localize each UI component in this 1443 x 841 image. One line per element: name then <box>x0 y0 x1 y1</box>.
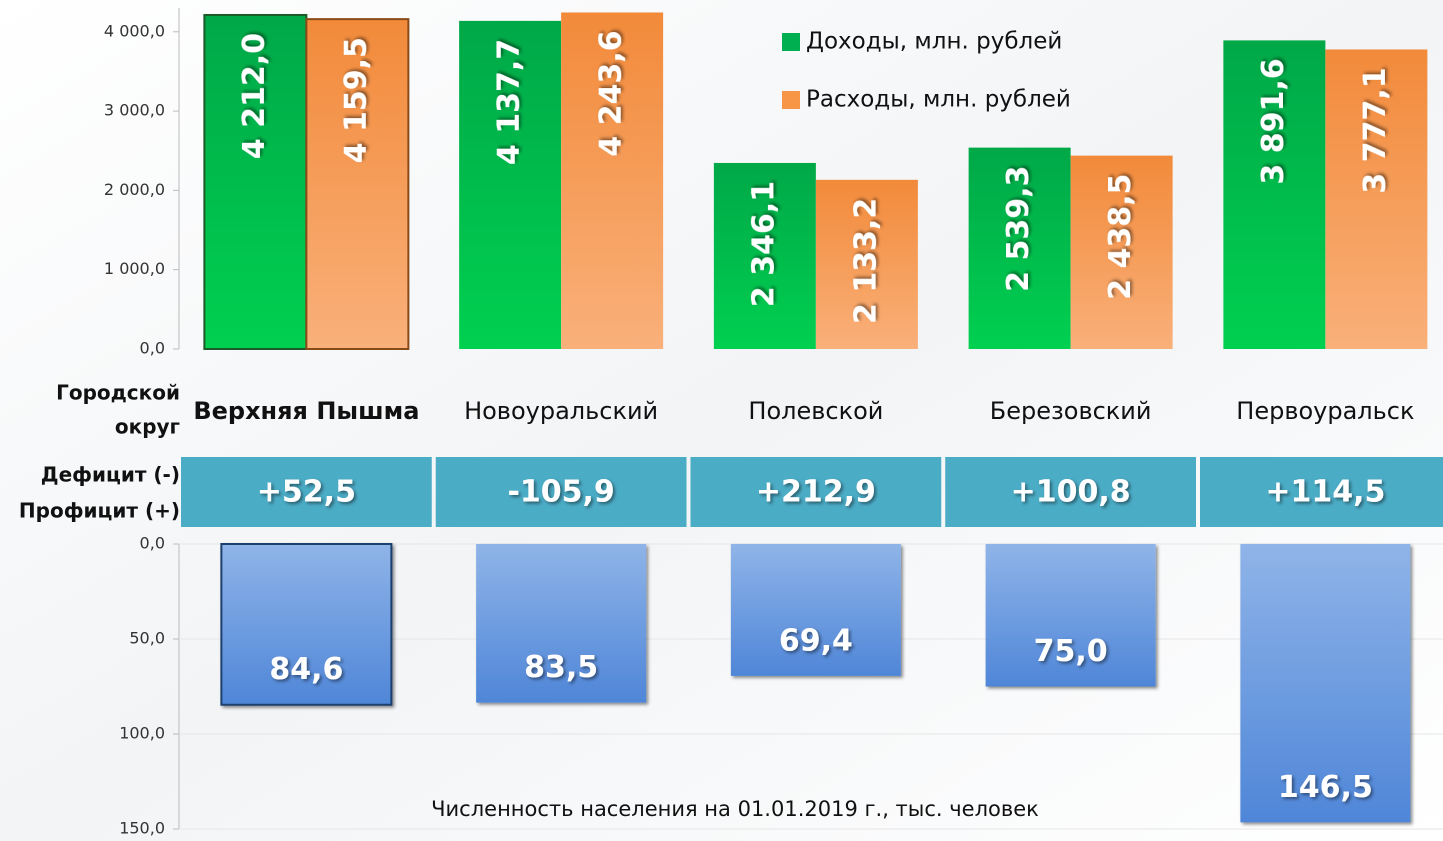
balance-cell <box>181 457 432 527</box>
legend-swatch <box>782 33 800 51</box>
data-label: 3 777,1 <box>1358 67 1393 193</box>
data-label: 4 137,7 <box>492 39 527 165</box>
data-label: 146,5 <box>1278 770 1373 805</box>
x-tick-label: Новоуральский <box>464 397 658 425</box>
data-label: 2 438,5 <box>1103 174 1138 300</box>
y-tick-label: 0,0 <box>140 534 165 553</box>
bar <box>985 544 1156 687</box>
legend-label: Расходы, млн. рублей <box>806 87 1071 113</box>
x-axis-title: округ <box>115 415 180 439</box>
bar <box>476 544 647 703</box>
data-label: 84,6 <box>269 652 343 687</box>
x-tick-label: Полевской <box>748 397 883 425</box>
x-tick-label: Первоуральск <box>1236 397 1414 425</box>
x-axis-title: Городской <box>56 381 180 405</box>
data-label: 69,4 <box>779 623 853 658</box>
y-tick-label: 1 000,0 <box>104 259 165 278</box>
balance-cell <box>1200 457 1443 527</box>
bar <box>713 162 816 349</box>
bar <box>730 544 901 676</box>
bar <box>1070 155 1173 349</box>
y-tick-label: 150,0 <box>119 819 165 838</box>
data-label: 2 133,2 <box>848 198 883 324</box>
balance-label: -105,9 <box>507 475 614 510</box>
data-label: 3 891,6 <box>1256 58 1291 184</box>
chart-title: Численность населения на 01.01.2019 г., … <box>431 797 1039 821</box>
y-tick-label: 100,0 <box>119 724 165 743</box>
y-tick-label: 50,0 <box>129 629 165 648</box>
x-tick-label: Березовский <box>990 397 1152 425</box>
bar <box>1325 49 1428 349</box>
balance-label: +114,5 <box>1265 475 1385 510</box>
bar <box>459 20 562 350</box>
data-label: 75,0 <box>1034 634 1108 669</box>
bar <box>968 147 1071 349</box>
legend-swatch <box>782 91 800 109</box>
data-label: 2 346,1 <box>746 181 781 307</box>
balance-title: Дефицит (-) <box>41 463 180 487</box>
balance-label: +52,5 <box>257 475 356 510</box>
data-label: 83,5 <box>524 650 598 685</box>
balance-cell <box>435 457 687 527</box>
bar <box>1240 544 1411 823</box>
balance-label: +212,9 <box>756 475 876 510</box>
x-tick-label: Верхняя Пышма <box>193 397 419 425</box>
bar <box>815 179 918 349</box>
legend-label: Доходы, млн. рублей <box>806 29 1062 55</box>
data-label: 4 243,6 <box>594 30 629 156</box>
bar <box>561 12 664 349</box>
y-tick-label: 2 000,0 <box>104 180 165 199</box>
bar <box>305 18 410 351</box>
data-label: 4 212,0 <box>237 33 272 159</box>
y-tick-label: 3 000,0 <box>104 101 165 120</box>
y-tick-label: 0,0 <box>140 339 165 358</box>
balance-cell <box>945 457 1196 527</box>
balance-title: Профицит (+) <box>19 499 180 523</box>
balance-cell <box>690 457 942 527</box>
data-label: 2 539,3 <box>1001 166 1036 292</box>
y-tick-label: 4 000,0 <box>104 21 165 40</box>
data-label: 4 159,5 <box>339 37 374 163</box>
bar <box>220 543 393 706</box>
balance-label: +100,8 <box>1011 475 1131 510</box>
bar <box>1223 40 1326 349</box>
